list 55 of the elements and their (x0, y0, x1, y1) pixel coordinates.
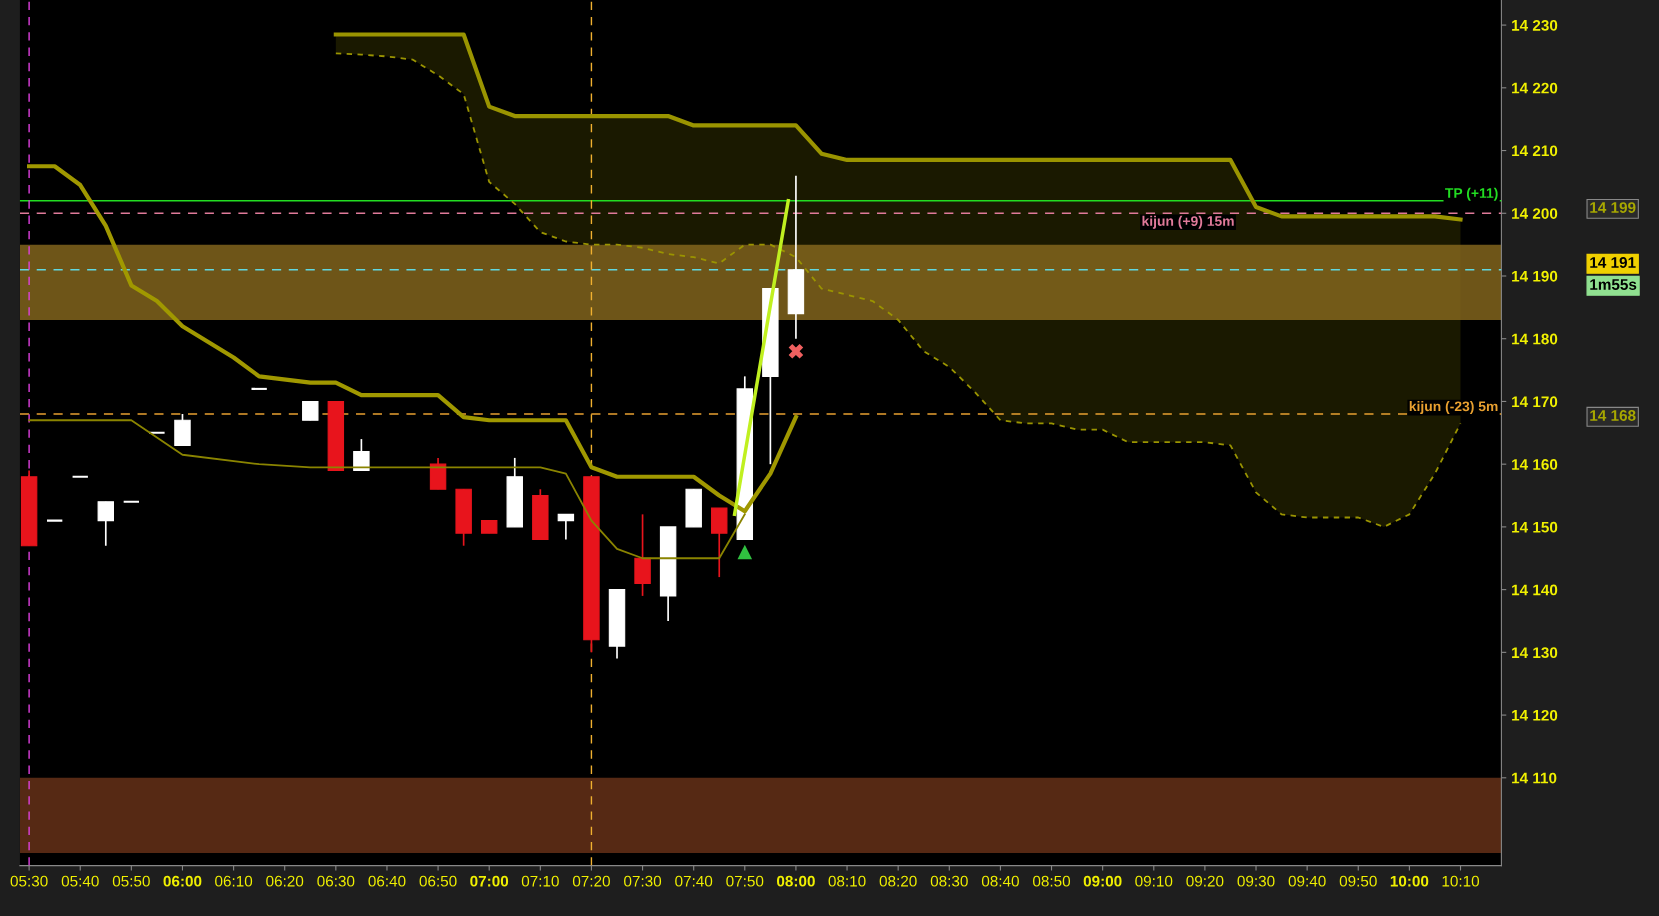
x-tick-label: 06:30 (317, 875, 355, 887)
x-tick-label: 09:50 (1339, 875, 1377, 887)
x-tick-label: 08:20 (879, 875, 917, 887)
x-tick-label: 10:00 (1390, 875, 1429, 887)
candlestick (97, 500, 115, 547)
x-tick-label: 09:40 (1288, 875, 1326, 887)
candlestick (302, 400, 319, 422)
y-tick-label: 14 170 (1512, 396, 1558, 408)
y-tick-label: 14 160 (1512, 459, 1558, 470)
x-tick-label: 06:10 (215, 875, 253, 887)
x-tick-label: 07:20 (572, 875, 610, 887)
x-tick-label: 10:10 (1442, 875, 1480, 887)
x-tick-label: 07:00 (470, 875, 509, 887)
x-tick-label: 06:20 (266, 875, 304, 887)
x-tick-label: 09:20 (1186, 875, 1224, 887)
y-tick-label: 14 110 (1512, 772, 1557, 784)
x-tick-label: 09:10 (1135, 875, 1173, 887)
x-tick-label: 08:10 (828, 875, 866, 887)
y-tick-label: 14 130 (1512, 647, 1558, 659)
x-tick-label: 06:00 (163, 875, 202, 887)
ref-line-label: kijun (+9) 15m (1142, 215, 1234, 229)
x-tick-label: 09:00 (1083, 875, 1122, 887)
x-tick-label: 08:30 (930, 875, 968, 887)
x-tick-label: 07:40 (675, 875, 713, 887)
x-tick-label: 08:00 (776, 875, 815, 887)
x-tick-label: 05:50 (112, 875, 150, 887)
y-tick-label: 14 140 (1512, 584, 1558, 596)
x-tick-label: 06:40 (368, 875, 406, 887)
line-series (27, 164, 799, 514)
text: 14 191 (1590, 257, 1636, 268)
x-tick-label: 06:50 (419, 875, 457, 887)
x-tick-label: 07:10 (521, 875, 559, 887)
candlestick (557, 513, 575, 541)
text: 1m55s (1590, 279, 1637, 290)
line-series (28, 419, 746, 560)
text: 14 168 (1590, 410, 1636, 421)
candlestick (353, 438, 370, 472)
x-tick-label: 07:30 (624, 875, 662, 887)
y-tick-label: 14 200 (1512, 208, 1558, 219)
ref-line-label: TP (+11) (1445, 187, 1498, 201)
y-tick-label: 14 120 (1512, 709, 1558, 721)
x-tick-label: 07:50 (726, 875, 764, 887)
y-tick-label: 14 220 (1512, 82, 1558, 94)
ref-line-label: kijun (-23) 5m (1409, 401, 1498, 414)
x-tick-label: 05:40 (61, 875, 99, 887)
x-tick-label: 08:50 (1033, 875, 1071, 887)
y-tick-label: 14 230 (1512, 19, 1558, 31)
x-tick-label: 05:30 (10, 875, 48, 887)
text: 14 199 (1590, 202, 1636, 213)
y-tick-label: 14 150 (1512, 521, 1558, 533)
y-tick-label: 14 210 (1512, 145, 1558, 157)
y-tick-label: 14 190 (1512, 270, 1558, 282)
y-tick-label: 14 180 (1512, 333, 1558, 345)
x-tick-label: 08:40 (981, 875, 1019, 887)
x-tick-label: 09:30 (1237, 875, 1275, 887)
